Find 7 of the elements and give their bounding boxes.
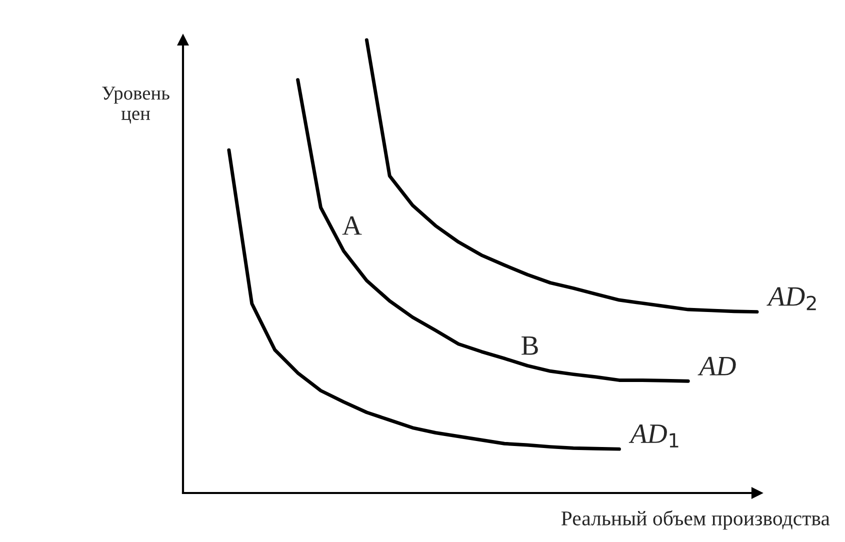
series-label: AD$_{2}$	[766, 287, 816, 310]
series-label: AD	[698, 356, 736, 376]
y-axis-title: Уровень цен	[102, 86, 170, 124]
series-label: AD$_{1}$	[628, 424, 678, 448]
annotation: B	[522, 336, 538, 355]
annotation: A	[342, 216, 362, 235]
x-axis-title: Реальный объем производства	[561, 510, 830, 530]
